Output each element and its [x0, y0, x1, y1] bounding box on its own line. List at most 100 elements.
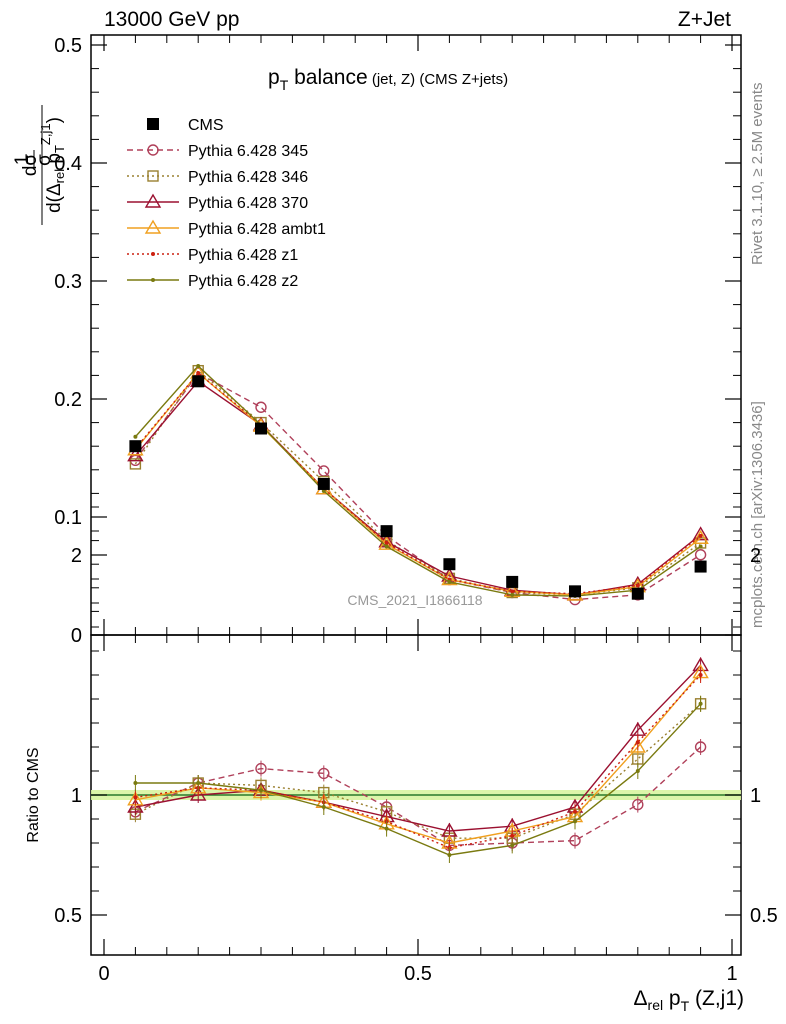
point-cms	[317, 477, 330, 490]
line-ambt1	[134, 372, 702, 596]
ratio-line-z1	[135, 674, 702, 849]
point-z2	[698, 544, 703, 549]
legend-marker-s345	[147, 144, 159, 156]
point-cms	[380, 525, 393, 538]
point-z2	[510, 592, 515, 597]
y-tick-label: 0.1	[54, 507, 82, 529]
ratio-tick-label-right: 0.5	[750, 905, 778, 927]
line-z1	[134, 372, 702, 595]
point-cms	[569, 585, 581, 598]
y-tick-label: 0.3	[54, 271, 82, 293]
point-ambt1	[441, 571, 458, 586]
ratio-point-z2	[384, 826, 389, 831]
title-balance: balance	[288, 66, 367, 89]
ratio-line-ambt1	[135, 672, 702, 844]
legend-marker-z2	[151, 278, 155, 282]
ratio-point-z2	[698, 701, 703, 706]
point-z1	[635, 583, 640, 588]
point-s345	[255, 401, 267, 413]
legend-label-s370: Pythia 6.428 370	[188, 195, 308, 212]
legend-label-s345: Pythia 6.428 345	[188, 143, 308, 160]
main-series-group	[127, 363, 709, 606]
y-axis-label-main: 1 σ	[12, 150, 55, 170]
ratio-point-z2	[321, 805, 326, 809]
ratio-point-s345	[694, 741, 707, 753]
ratio-point-s345	[255, 762, 267, 775]
ratio-tick-label-right: 2	[750, 545, 761, 567]
header-right: Z+Jet	[678, 8, 731, 31]
point-z1	[698, 533, 703, 538]
ratio-tick-label: 1	[71, 785, 82, 807]
point-s346	[129, 458, 142, 470]
ratio-point-s345	[318, 767, 330, 780]
ratio-point-z1	[573, 809, 577, 814]
axis-ticks: 0 0.1 0.2 0.3 0.4 0.5 0.5 0.5 1 1 2 2 0 0.5 1	[54, 35, 778, 985]
ratio-point-z1	[510, 833, 515, 838]
ratio-line-z2	[135, 703, 702, 856]
line-z2	[134, 364, 701, 597]
x-tick-label: 1	[726, 963, 737, 985]
ratio-point-s345	[569, 834, 581, 847]
ratio-point-z1	[635, 740, 640, 745]
point-s345	[694, 549, 707, 561]
legend-marker-s370	[144, 193, 162, 208]
point-z1	[196, 371, 201, 376]
ratio-point-ambt1	[629, 738, 647, 753]
y-tick-label: 0.2	[54, 389, 82, 411]
point-cms	[129, 440, 142, 453]
point-z1	[510, 589, 515, 594]
legend-label-s346: Pythia 6.428 346	[188, 169, 308, 186]
side-mcplots: mcplots.cern.ch [arXiv:1306.3436]	[749, 401, 766, 628]
y-tick-label: 0.4	[54, 153, 82, 175]
legend-label-z1: Pythia 6.428 z1	[188, 247, 298, 264]
y-axis-label-main-frac: dσ d(Δrel pTZ,j1)	[20, 105, 67, 225]
ratio-point-s345	[632, 798, 644, 811]
point-s370	[692, 526, 709, 541]
ratio-point-z1	[133, 795, 138, 800]
point-cms	[192, 375, 205, 388]
legend-marker-cms	[147, 118, 159, 130]
ratio-point-z2	[447, 853, 452, 857]
ratio-series-group	[127, 657, 709, 863]
point-cms	[443, 558, 456, 571]
point-z2	[321, 489, 326, 494]
title-sub: T	[280, 77, 289, 93]
svg-text:dσ: dσ	[20, 154, 41, 177]
line-s370	[134, 380, 702, 596]
point-cms	[631, 587, 644, 600]
point-z2	[384, 544, 389, 549]
y-tick-label: 0.5	[54, 35, 82, 57]
legend-label-cms: CMS	[188, 117, 224, 134]
legend-marker-ambt1	[144, 219, 162, 234]
ratio-point-z1	[698, 673, 703, 677]
svg-text:1: 1	[12, 155, 33, 166]
point-z2	[133, 434, 138, 439]
ratio-point-z2	[259, 788, 263, 793]
ratio-point-z2	[510, 843, 515, 848]
point-z2	[447, 579, 452, 584]
y-axis-label-ratio: Ratio to CMS	[25, 747, 42, 842]
legend-marker-s346	[147, 170, 159, 182]
ratio-tick-label: 2	[71, 545, 82, 567]
ratio-line-s346	[135, 703, 702, 839]
ratio-tick-label: 0.5	[54, 905, 82, 927]
x-tick-label: 0	[98, 963, 109, 985]
ratio-point-s370	[127, 798, 144, 813]
ratio-point-z2	[196, 781, 201, 785]
point-cms	[506, 575, 519, 588]
point-cms	[694, 560, 707, 573]
title-small: (jet, Z) (CMS Z+jets)	[368, 71, 508, 88]
side-rivet: Rivet 3.1.10, ≥ 2.5M events	[749, 83, 766, 266]
analysis-watermark: CMS_2021_I1866118	[347, 592, 482, 608]
chart-title: pT balance (jet, Z) (CMS Z+jets)	[268, 66, 508, 93]
legend: CMS Pythia 6.428 345 Pythia 6.428 346 Pythi…	[127, 117, 326, 290]
header-left: 13000 GeV pp	[104, 8, 239, 31]
legend-label-z2: Pythia 6.428 z2	[188, 273, 298, 290]
ratio-point-z2	[133, 781, 138, 785]
legend-label-ambt1: Pythia 6.428 ambt1	[188, 221, 326, 238]
point-cms	[255, 422, 267, 435]
title-p: p	[268, 66, 280, 89]
ratio-point-z2	[635, 769, 640, 773]
legend-marker-z1	[151, 252, 155, 256]
